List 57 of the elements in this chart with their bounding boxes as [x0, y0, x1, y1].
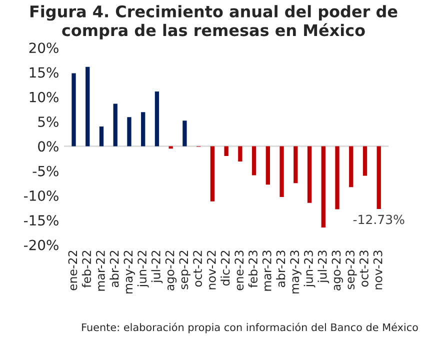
bar: [127, 117, 132, 146]
bar: [238, 146, 242, 162]
y-tick-label: 0%: [38, 141, 58, 152]
bar: [210, 146, 215, 202]
bar: [362, 146, 368, 176]
x-tick-label: nov-23: [373, 250, 382, 290]
bar: [307, 146, 312, 203]
y-tick-label: 10%: [30, 92, 58, 102]
y-tick-label: -20%: [24, 240, 58, 250]
x-tick-label: jun-22: [137, 250, 149, 288]
bar: [266, 146, 270, 185]
x-tick-label: may-23: [290, 250, 302, 294]
y-tick-label: 20%: [29, 42, 58, 54]
y-tick-label: 15%: [30, 67, 58, 78]
bar: [294, 146, 298, 184]
bar: [335, 146, 340, 210]
source-note: Fuente: elaboración propia con información del Banco de México: [82, 322, 418, 334]
x-tick-label: feb-22: [82, 250, 92, 288]
bar: [113, 104, 118, 146]
y-tick-label: 5%: [38, 116, 58, 128]
bar: [224, 146, 228, 156]
x-tick-label: ene-23: [234, 250, 244, 290]
chart-title: Figura 4. Crecimiento anual del poder de compra de las remesas en México: [30, 5, 398, 40]
bar: [72, 73, 76, 146]
x-tick-label: ene-22: [68, 250, 78, 290]
bar: [99, 126, 104, 146]
bar: [168, 146, 173, 149]
x-tick-label: jul-23: [318, 250, 330, 284]
bar: [86, 66, 90, 146]
bar: [280, 146, 284, 197]
y-tick-label: -5%: [32, 166, 58, 176]
x-tick-label: sep-23: [346, 250, 357, 290]
y-tick-label: -15%: [24, 215, 58, 226]
x-tick-label: abr-22: [110, 250, 119, 288]
x-tick-label: mar-22: [96, 250, 105, 291]
x-tick-label: mar-23: [262, 250, 272, 291]
x-tick-label: jun-23: [304, 250, 316, 288]
x-tick-label: may-22: [124, 250, 135, 294]
bar: [252, 146, 256, 176]
y-tick-label: -10%: [24, 190, 58, 201]
x-tick-label: feb-23: [248, 250, 258, 288]
x-tick-label: ago-23: [332, 250, 343, 290]
x-tick-label: nov-22: [206, 250, 216, 290]
x-tick-label: jul-22: [151, 250, 163, 284]
bar: [154, 91, 160, 146]
bar: [321, 146, 326, 228]
x-tick-label: ago-22: [165, 250, 177, 290]
x-tick-label: sep-22: [179, 250, 190, 290]
bar: [349, 146, 354, 188]
bar: [182, 120, 187, 146]
x-tick-label: oct-23: [359, 250, 368, 287]
x-tick-label: oct-22: [193, 250, 202, 287]
x-tick-label: dic-22: [220, 250, 230, 286]
bar: [376, 146, 381, 209]
bar: [141, 112, 146, 146]
data-label: -12.73%: [353, 214, 404, 224]
x-tick-label: abr-23: [276, 250, 286, 288]
